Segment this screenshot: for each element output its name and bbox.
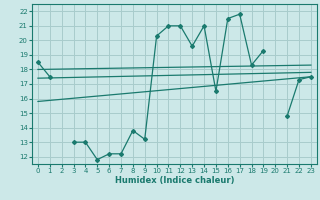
X-axis label: Humidex (Indice chaleur): Humidex (Indice chaleur) [115, 176, 234, 185]
